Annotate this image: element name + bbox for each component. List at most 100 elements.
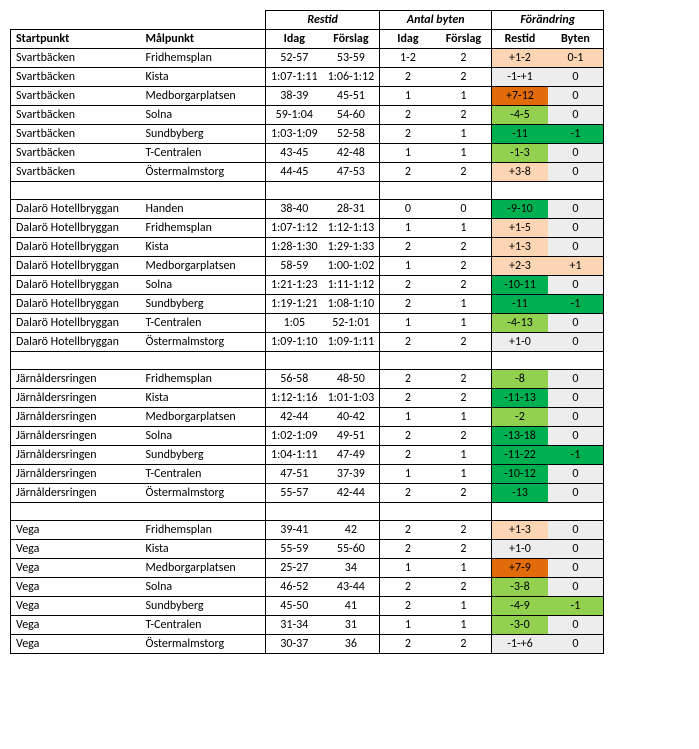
- table-cell: +1-3: [492, 521, 548, 540]
- table-cell: 1: [436, 616, 492, 635]
- table-cell: 0: [548, 163, 604, 182]
- table-cell: 1: [380, 559, 436, 578]
- table-cell: Järnåldersringen: [11, 446, 141, 465]
- table-cell: [141, 503, 266, 521]
- table-cell: [436, 182, 492, 200]
- table-cell: 55-59: [266, 540, 323, 559]
- table-cell: 2: [380, 484, 436, 503]
- table-cell: 1: [436, 597, 492, 616]
- table-cell: 56-58: [266, 370, 323, 389]
- table-cell: -11: [492, 125, 548, 144]
- table-cell: Fridhemsplan: [141, 521, 266, 540]
- table-cell: 2: [380, 276, 436, 295]
- table-cell: 1: [380, 408, 436, 427]
- table-cell: 54-60: [323, 106, 380, 125]
- table-cell: Järnåldersringen: [11, 370, 141, 389]
- table-cell: 52-58: [323, 125, 380, 144]
- header-idag-1: Idag: [266, 30, 323, 49]
- header-ch-restid: Restid: [492, 30, 548, 49]
- table-cell: Medborgarplatsen: [141, 408, 266, 427]
- table-cell: 2: [436, 540, 492, 559]
- table-cell: 2: [380, 521, 436, 540]
- table-cell: T-Centralen: [141, 144, 266, 163]
- table-cell: [266, 352, 323, 370]
- table-cell: -11: [492, 295, 548, 314]
- table-cell: Medborgarplatsen: [141, 257, 266, 276]
- table-cell: -11-13: [492, 389, 548, 408]
- table-cell: 37-39: [323, 465, 380, 484]
- table-cell: 1: [380, 219, 436, 238]
- table-cell: 0: [548, 68, 604, 87]
- table-cell: +1-0: [492, 540, 548, 559]
- table-cell: 0: [548, 578, 604, 597]
- table-cell: -13: [492, 484, 548, 503]
- table-cell: Järnåldersringen: [11, 389, 141, 408]
- table-cell: -4-9: [492, 597, 548, 616]
- table-row: JärnåldersringenMedborgarplatsen42-4440-…: [11, 408, 604, 427]
- table-cell: +1: [548, 257, 604, 276]
- table-cell: 2: [380, 389, 436, 408]
- table-cell: 1: [436, 408, 492, 427]
- table-cell: 2: [436, 635, 492, 654]
- table-cell: 2: [380, 238, 436, 257]
- table-cell: 30-37: [266, 635, 323, 654]
- table-cell: 2: [436, 68, 492, 87]
- table-cell: 2: [436, 389, 492, 408]
- table-cell: Svartbäcken: [11, 68, 141, 87]
- table-cell: Vega: [11, 521, 141, 540]
- table-cell: 1:28-1:30: [266, 238, 323, 257]
- sub-header-row: Startpunkt Målpunkt Idag Förslag Idag Fö…: [11, 30, 604, 49]
- table-cell: Medborgarplatsen: [141, 87, 266, 106]
- table-cell: Kista: [141, 238, 266, 257]
- table-cell: 1:02-1:09: [266, 427, 323, 446]
- table-cell: Vega: [11, 635, 141, 654]
- table-cell: T-Centralen: [141, 465, 266, 484]
- table-cell: 2: [436, 484, 492, 503]
- table-cell: 0: [548, 276, 604, 295]
- table-cell: Dalarö Hotellbryggan: [11, 333, 141, 352]
- table-cell: 0: [548, 106, 604, 125]
- group-header-row: Restid Antal byten Förändring: [11, 11, 604, 30]
- table-cell: 1: [436, 295, 492, 314]
- table-cell: -1-+1: [492, 68, 548, 87]
- table-cell: 2: [436, 333, 492, 352]
- table-cell: [380, 182, 436, 200]
- table-row: VegaSundbyberg45-504121-4-9-1: [11, 597, 604, 616]
- table-cell: +1-2: [492, 49, 548, 68]
- table-cell: 2: [380, 125, 436, 144]
- table-row: VegaKista55-5955-6022+1-00: [11, 540, 604, 559]
- table-cell: 0: [548, 200, 604, 219]
- table-cell: 1-2: [380, 49, 436, 68]
- table-cell: [548, 503, 604, 521]
- table-cell: 2: [380, 578, 436, 597]
- table-cell: 0: [548, 408, 604, 427]
- table-cell: 53-59: [323, 49, 380, 68]
- table-cell: 2: [380, 333, 436, 352]
- table-cell: 1:21-1:23: [266, 276, 323, 295]
- table-cell: 2: [436, 427, 492, 446]
- table-cell: 42-48: [323, 144, 380, 163]
- table-cell: +3-8: [492, 163, 548, 182]
- table-cell: 2: [436, 163, 492, 182]
- table-cell: 45-50: [266, 597, 323, 616]
- table-cell: [380, 352, 436, 370]
- table-cell: 0: [548, 465, 604, 484]
- table-cell: 45-51: [323, 87, 380, 106]
- table-cell: 1:09-1:10: [266, 333, 323, 352]
- table-cell: Sundbyberg: [141, 446, 266, 465]
- table-cell: Vega: [11, 578, 141, 597]
- table-cell: Vega: [11, 540, 141, 559]
- table-cell: -1: [548, 446, 604, 465]
- table-cell: [380, 503, 436, 521]
- table-cell: 59-1:04: [266, 106, 323, 125]
- table-cell: 1: [436, 125, 492, 144]
- header-dest: Målpunkt: [141, 30, 266, 49]
- table-cell: 1: [436, 559, 492, 578]
- table-cell: Solna: [141, 578, 266, 597]
- table-cell: 42-44: [266, 408, 323, 427]
- table-cell: 43-45: [266, 144, 323, 163]
- table-cell: [548, 352, 604, 370]
- table-cell: 2: [436, 257, 492, 276]
- table-cell: [548, 182, 604, 200]
- table-cell: Vega: [11, 559, 141, 578]
